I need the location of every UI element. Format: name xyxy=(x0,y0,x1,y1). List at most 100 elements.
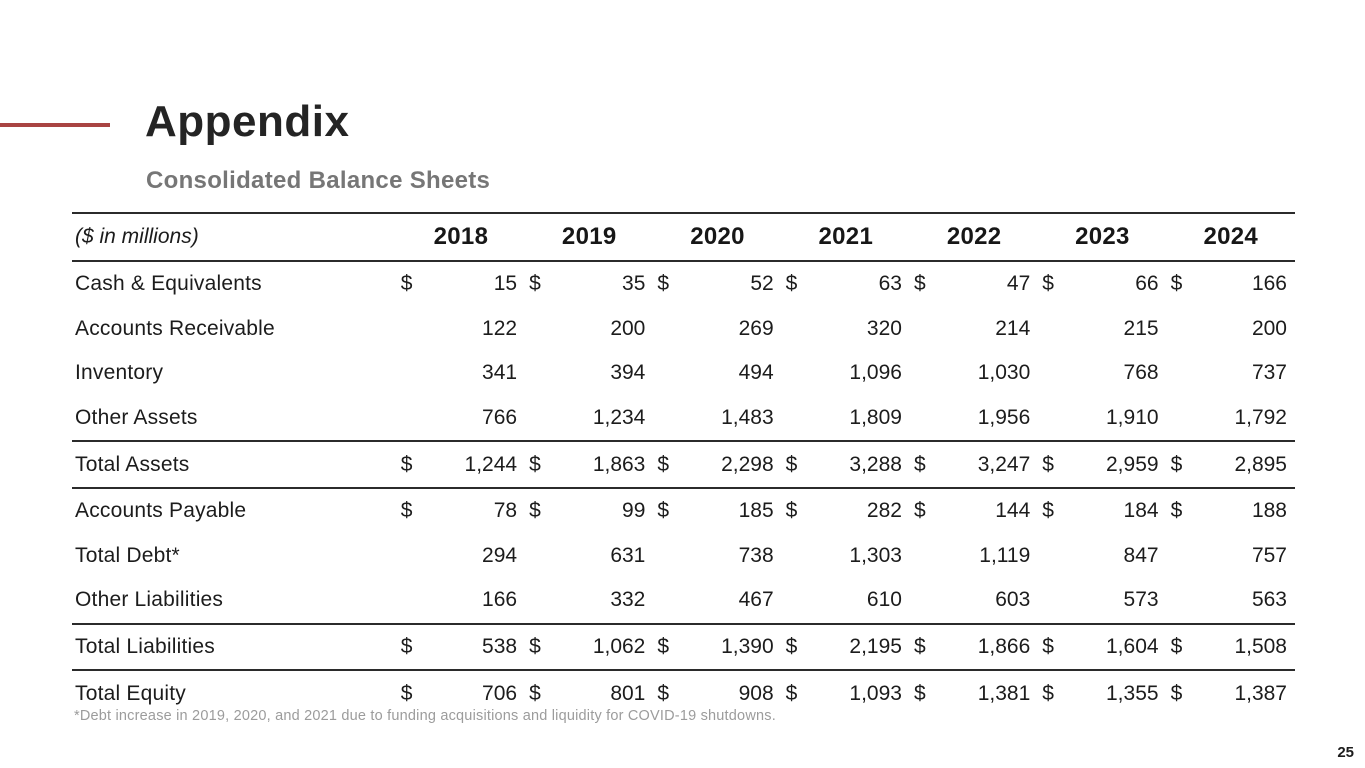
value-cell: 573 xyxy=(1123,588,1159,612)
value-cell: 1,119 xyxy=(979,543,1031,567)
currency-symbol: $ xyxy=(909,440,941,489)
currency-symbol xyxy=(782,307,812,352)
currency-symbol: $ xyxy=(657,499,670,523)
value-cell: 2,195 xyxy=(811,622,910,672)
year-header-2023: 2023 xyxy=(1038,213,1167,262)
value-cell: 1,483 xyxy=(721,406,774,430)
currency-symbol xyxy=(525,578,555,624)
value-cell: 847 xyxy=(1123,543,1159,567)
value-cell: 47 xyxy=(1006,272,1031,296)
value-cell: 1,062 xyxy=(555,622,654,672)
currency-symbol xyxy=(1167,351,1197,396)
value-cell: 610 xyxy=(866,588,902,612)
value-cell: 78 xyxy=(493,499,518,523)
currency-symbol xyxy=(397,307,427,352)
value-cell: 1,093 xyxy=(849,681,902,705)
value-cell: 341 xyxy=(482,361,518,385)
currency-symbol: $ xyxy=(1038,622,1069,672)
currency-symbol: $ xyxy=(396,440,427,489)
value-cell: 66 xyxy=(1135,272,1159,296)
currency-symbol: $ xyxy=(1170,499,1183,523)
value-cell: 3,247 xyxy=(940,440,1039,489)
currency-symbol: $ xyxy=(400,272,413,296)
value-cell: 394 xyxy=(610,361,646,385)
row-label: Total Assets xyxy=(72,440,397,489)
currency-symbol xyxy=(653,534,683,579)
value-cell: 1,234 xyxy=(592,406,646,430)
value-cell: 200 xyxy=(1251,316,1287,340)
currency-symbol xyxy=(782,578,812,624)
currency-symbol: $ xyxy=(400,681,413,705)
currency-symbol: $ xyxy=(781,440,812,489)
value-cell: 1,355 xyxy=(1106,681,1159,705)
currency-symbol: $ xyxy=(525,440,556,489)
currency-symbol: $ xyxy=(781,622,812,672)
row-label: Cash & Equivalents xyxy=(75,272,262,296)
table-row: Total Debt* 294 631 738 1,303 1,119 847 757 xyxy=(72,534,1295,579)
currency-symbol: $ xyxy=(1042,272,1054,296)
currency-symbol xyxy=(1167,307,1197,352)
value-cell: 1,910 xyxy=(1106,406,1159,430)
value-cell: 1,809 xyxy=(849,406,902,430)
currency-symbol: $ xyxy=(785,499,798,523)
value-cell: 99 xyxy=(622,499,646,523)
value-cell: 269 xyxy=(738,316,774,340)
value-cell: 320 xyxy=(866,316,902,340)
currency-symbol: $ xyxy=(785,681,798,705)
currency-symbol xyxy=(910,307,940,352)
value-cell: 294 xyxy=(482,543,518,567)
currency-symbol xyxy=(525,307,555,352)
currency-symbol xyxy=(1038,351,1068,396)
currency-symbol xyxy=(782,534,812,579)
row-label: Other Assets xyxy=(75,406,198,430)
balance-sheet-table: ($ in millions) 2018 2019 2020 2021 2022 2023… xyxy=(72,212,1295,716)
page-number: 25 xyxy=(1337,744,1354,761)
value-cell: 15 xyxy=(493,272,518,296)
currency-symbol: $ xyxy=(1166,440,1197,489)
value-cell: 2,298 xyxy=(683,440,782,489)
currency-symbol: $ xyxy=(657,272,670,296)
currency-symbol: $ xyxy=(1166,622,1197,672)
currency-symbol: $ xyxy=(913,499,926,523)
currency-symbol: $ xyxy=(785,272,798,296)
value-cell: 1,508 xyxy=(1196,622,1295,672)
value-cell: 35 xyxy=(622,272,646,296)
currency-symbol xyxy=(1038,578,1068,624)
currency-symbol xyxy=(653,307,683,352)
currency-symbol: $ xyxy=(1170,681,1183,705)
value-cell: 1,381 xyxy=(977,681,1031,705)
value-cell: 1,604 xyxy=(1068,622,1167,672)
value-cell: 1,956 xyxy=(977,406,1031,430)
value-cell: 757 xyxy=(1251,543,1287,567)
value-cell: 1,030 xyxy=(977,361,1031,385)
currency-symbol xyxy=(397,534,427,579)
currency-symbol: $ xyxy=(657,681,670,705)
value-cell: 1,096 xyxy=(849,361,902,385)
value-cell: 1,863 xyxy=(555,440,654,489)
row-label: Inventory xyxy=(75,361,164,385)
currency-symbol xyxy=(397,396,427,442)
value-cell: 215 xyxy=(1123,316,1159,340)
currency-symbol: $ xyxy=(529,499,541,523)
currency-symbol: $ xyxy=(1042,681,1054,705)
row-label: Total Equity xyxy=(75,681,186,705)
value-cell: 467 xyxy=(738,588,774,612)
value-cell: 122 xyxy=(482,316,518,340)
value-cell: 2,895 xyxy=(1196,440,1295,489)
value-cell: 908 xyxy=(738,681,774,705)
currency-symbol: $ xyxy=(909,622,941,672)
currency-symbol xyxy=(397,578,427,624)
currency-symbol: $ xyxy=(529,272,541,296)
value-cell: 200 xyxy=(610,316,646,340)
table-header-row: ($ in millions) 2018 2019 2020 2021 2022 2023… xyxy=(72,213,1295,262)
table-row: Accounts Receivable 122 200 269 320 214 215 200 xyxy=(72,307,1295,352)
currency-symbol: $ xyxy=(529,681,541,705)
value-cell: 538 xyxy=(426,622,526,672)
currency-symbol: $ xyxy=(913,681,926,705)
currency-symbol xyxy=(910,534,940,579)
value-cell: 3,288 xyxy=(811,440,910,489)
currency-symbol: $ xyxy=(400,499,413,523)
value-cell: 563 xyxy=(1251,588,1287,612)
row-label: Total Liabilities xyxy=(72,622,397,672)
value-cell: 603 xyxy=(995,588,1031,612)
